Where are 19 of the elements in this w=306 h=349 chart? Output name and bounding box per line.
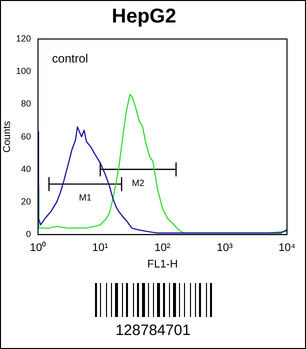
y-tick-label: 100 bbox=[16, 66, 32, 76]
series-label: M2 bbox=[132, 178, 144, 188]
x-tick-label: 10¹ bbox=[92, 242, 109, 254]
series-label: M1 bbox=[79, 192, 92, 203]
x-tick-label: 10³ bbox=[216, 242, 234, 254]
annotation: control bbox=[52, 51, 88, 66]
y-tick-label: 40 bbox=[21, 164, 32, 174]
x-tick-label: 10⁴ bbox=[278, 242, 296, 254]
x-axis-title: FL1-H bbox=[147, 258, 178, 270]
y-tick-label: 80 bbox=[21, 98, 32, 109]
y-axis-title: Counts bbox=[2, 120, 13, 153]
x-tick-label: 10⁰ bbox=[30, 241, 46, 254]
y-tick-label: 60 bbox=[21, 131, 32, 142]
chart-title: HepG2 bbox=[112, 6, 176, 28]
y-tick-label: 0 bbox=[26, 229, 32, 240]
x-tick-label: 10² bbox=[154, 242, 171, 254]
y-tick-label: 20 bbox=[21, 196, 32, 206]
text: 128784701 bbox=[114, 322, 192, 340]
y-tick-label: 120 bbox=[16, 33, 32, 44]
